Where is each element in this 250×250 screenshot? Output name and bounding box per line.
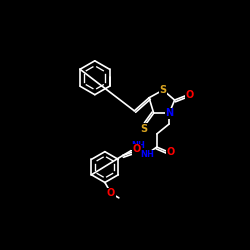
Text: S: S (160, 85, 166, 95)
Text: S: S (140, 124, 147, 134)
Text: O: O (132, 144, 141, 154)
Text: N: N (165, 108, 173, 118)
Text: NH: NH (131, 141, 145, 150)
Text: NH: NH (140, 150, 154, 159)
Text: O: O (166, 147, 175, 157)
Text: O: O (107, 188, 115, 198)
Text: O: O (185, 90, 194, 100)
